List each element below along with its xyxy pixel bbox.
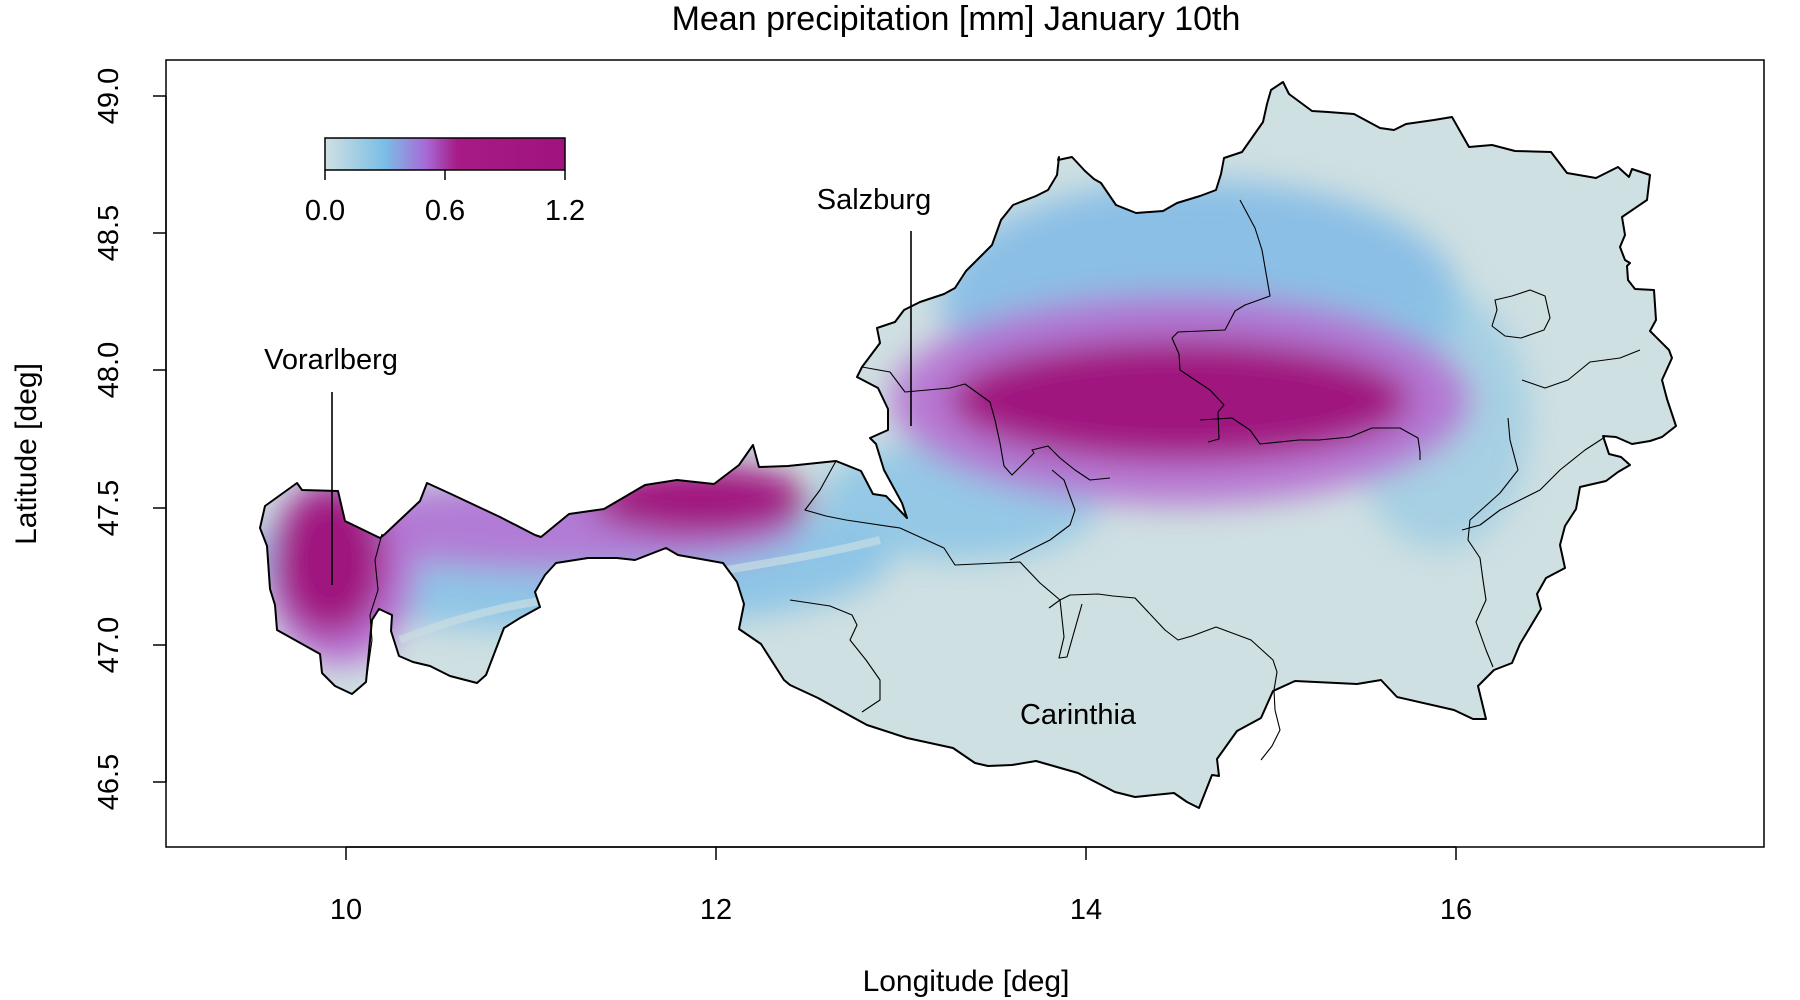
border-east-burgenland bbox=[1467, 417, 1519, 668]
precip-max-northern-alps bbox=[950, 340, 1410, 460]
annotation-carinthia-label: Carinthia bbox=[1020, 699, 1137, 731]
precip-max-tyrol bbox=[590, 465, 810, 535]
colorbar-tick-label: 0.0 bbox=[305, 195, 345, 227]
border-carinthia-tyrol bbox=[789, 599, 881, 713]
country-outline bbox=[259, 81, 1677, 809]
y-tick-label: 48.5 bbox=[93, 205, 125, 261]
annotation-vorarlberg-label: Vorarlberg bbox=[264, 344, 398, 376]
border-vienna-ring bbox=[1491, 289, 1551, 339]
border-styria-north bbox=[1199, 417, 1421, 460]
x-tick-label: 10 bbox=[330, 894, 362, 926]
precipitation-field bbox=[260, 82, 1676, 808]
border-vorarlberg-tyrol bbox=[365, 533, 383, 683]
y-axis bbox=[153, 95, 167, 783]
y-tick-label: 47.0 bbox=[93, 617, 125, 673]
colorbar-gradient bbox=[324, 137, 566, 171]
y-tick-label: 46.5 bbox=[93, 754, 125, 810]
x-tick-label: 16 bbox=[1440, 894, 1472, 926]
y-tick-label: 49.0 bbox=[93, 68, 125, 124]
border-burgenland bbox=[1461, 436, 1606, 531]
border-east-lower-austria bbox=[1521, 349, 1641, 389]
border-salzburg-upper-austria bbox=[861, 366, 1111, 481]
border-tyrol-salzburg bbox=[804, 460, 1083, 659]
border-upper-lower-austria bbox=[1171, 199, 1271, 443]
x-tick-label: 14 bbox=[1070, 894, 1102, 926]
annotation-salzburg: Salzburg bbox=[817, 184, 931, 426]
x-axis-label: Longitude [deg] bbox=[863, 965, 1070, 998]
map-title: Mean precipitation [mm] January 10th bbox=[672, 0, 1241, 38]
colorbar-tick-label: 0.6 bbox=[425, 195, 465, 227]
colorbar-tick-label: 1.2 bbox=[545, 195, 585, 227]
border-salzburg-styria bbox=[1009, 469, 1076, 561]
x-tick-label: 12 bbox=[700, 894, 732, 926]
annotation-vorarlberg: Vorarlberg bbox=[264, 344, 398, 585]
border-styria-carinthia bbox=[1048, 593, 1281, 761]
x-axis bbox=[345, 846, 1457, 860]
y-tick-label: 47.5 bbox=[93, 480, 125, 536]
colorbar: 0.0 0.6 1.2 bbox=[305, 137, 585, 227]
precip-max-vorarlberg bbox=[275, 485, 385, 635]
state-borders bbox=[365, 199, 1641, 761]
annotation-salzburg-label: Salzburg bbox=[817, 184, 931, 216]
y-tick-label: 48.0 bbox=[93, 342, 125, 398]
y-axis-label: Latitude [deg] bbox=[10, 363, 43, 545]
